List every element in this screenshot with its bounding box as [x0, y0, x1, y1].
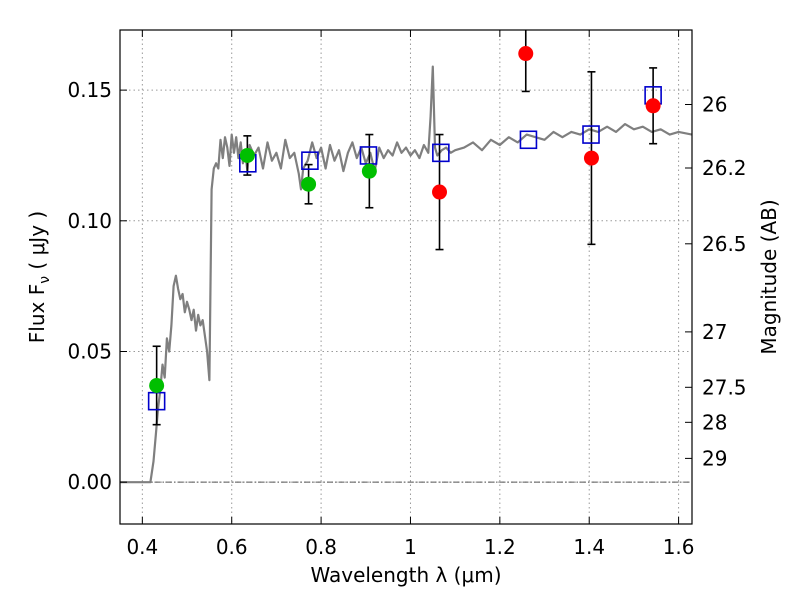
y2-tick-label: 26.5 [702, 232, 747, 256]
model-band-box [582, 125, 600, 144]
x-axis-label: Wavelength λ (μm) [310, 563, 501, 587]
y-tick-label: 0.10 [67, 209, 112, 233]
red-point [432, 184, 448, 200]
y2-tick-label: 28 [702, 410, 727, 434]
green-point [361, 163, 377, 179]
x-tick-label: 1.6 [663, 535, 695, 559]
x-tick-label: 1 [404, 535, 417, 559]
green-point [239, 147, 255, 163]
green-point [301, 176, 317, 192]
model-band-box [519, 130, 538, 150]
y-axis-label: Flux Fν ( μJy ) [25, 211, 53, 343]
y-axis-label-main: Flux F [25, 284, 49, 343]
axis-ticks: 0.4 0.6 0.8 1 1.2 1.4 1.6 0.00 0.05 0.10 0.15 26 26.… [67, 30, 747, 559]
y2-tick-label: 27 [702, 320, 727, 344]
red-point [583, 150, 599, 166]
model-spectrum-line [120, 65, 692, 484]
y2-tick-label: 27.5 [702, 375, 747, 399]
y-tick-label: 0.00 [67, 470, 112, 494]
y-tick-label: 0.15 [67, 78, 112, 102]
x-tick-label: 1.2 [484, 535, 516, 559]
y2-tick-label: 26.2 [702, 156, 747, 180]
y-axis-label-unit: ( μJy ) [25, 211, 49, 276]
y-axis-label-subscript: ν [37, 276, 53, 284]
red-point [645, 98, 661, 114]
data-points [147, 30, 662, 426]
x-tick-label: 0.8 [305, 535, 337, 559]
y2-tick-label: 29 [702, 446, 727, 470]
y2-tick-label: 26 [702, 92, 727, 116]
green-point [149, 377, 165, 393]
plot-frame [119, 29, 693, 525]
x-tick-label: 0.6 [216, 535, 248, 559]
y2-axis-label: Magnitude (AB) [757, 199, 781, 354]
model-band-box [301, 151, 319, 170]
model-band-box [432, 143, 450, 163]
x-tick-label: 1.4 [573, 535, 605, 559]
x-tick-label: 0.4 [126, 535, 158, 559]
y-tick-label: 0.05 [67, 339, 112, 363]
red-point [518, 46, 534, 62]
